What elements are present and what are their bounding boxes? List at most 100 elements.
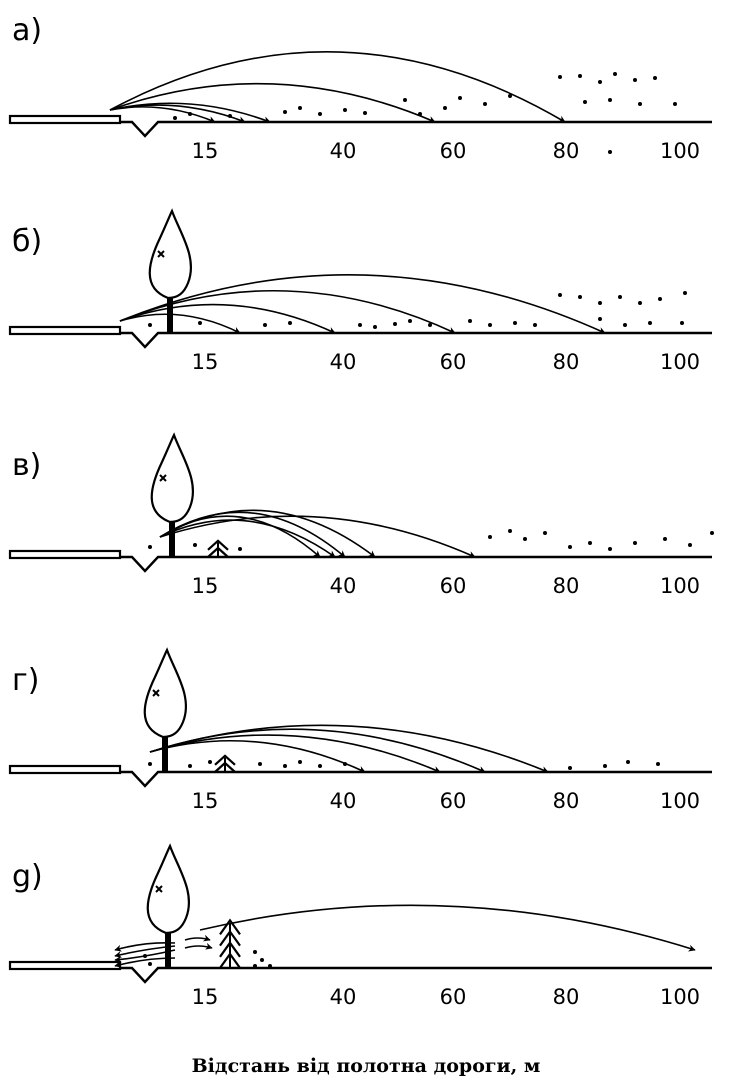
distance-label: 60 [440, 985, 467, 1009]
distance-label: 40 [330, 789, 357, 813]
snow-particle [673, 102, 677, 106]
snow-trajectory [159, 509, 376, 558]
snow-particle [583, 100, 587, 104]
snow-particle [523, 537, 527, 541]
snow-particle [656, 762, 660, 766]
snow-trajectory [149, 724, 549, 773]
distance-label: 80 [553, 789, 580, 813]
panel: g) 15 40 60 80 100 [8, 843, 712, 1009]
snow-particle [658, 297, 662, 301]
snow-trajectory [149, 739, 366, 773]
snow-particle [193, 543, 197, 547]
distance-label: 40 [330, 139, 357, 163]
snow-particle [598, 317, 602, 321]
road [8, 549, 122, 560]
distance-label: 15 [192, 139, 219, 163]
distance-label: 40 [330, 574, 357, 598]
snow-particle [253, 950, 257, 954]
snow-particle [613, 72, 617, 76]
distance-label: 100 [660, 139, 700, 163]
snow-particle [188, 112, 192, 116]
snow-particle [683, 291, 687, 295]
ground [120, 966, 712, 984]
panel-label: g) [12, 859, 43, 894]
snow-particle [258, 762, 262, 766]
panel: г) 15 40 60 80 100 [8, 647, 712, 813]
snow-particle [283, 110, 287, 114]
snow-particle [508, 529, 512, 533]
snow-particle [408, 319, 412, 323]
snow-particle [343, 108, 347, 112]
snow-particle [608, 547, 612, 551]
snow-particle [318, 112, 322, 116]
snow-particle [688, 543, 692, 547]
snow-particle [228, 114, 232, 118]
snow-particle [198, 321, 202, 325]
distance-label: 100 [660, 574, 700, 598]
distance-label: 80 [553, 350, 580, 374]
tree-crown [148, 208, 193, 300]
distance-label: 100 [660, 350, 700, 374]
caption: Відстань від полотна дороги, м [192, 1055, 541, 1077]
distance-label: 15 [192, 350, 219, 374]
distance-label: 60 [440, 789, 467, 813]
ground [120, 331, 712, 349]
snow-particle [260, 958, 264, 962]
snow-particle [533, 323, 537, 327]
snow-particle [648, 321, 652, 325]
road [8, 764, 122, 775]
tree-crown [143, 647, 188, 739]
snow-particle [148, 545, 152, 549]
panel-label: а) [12, 13, 42, 48]
distance-label: 100 [660, 789, 700, 813]
panel: а) 15 40 60 80 100 [8, 13, 712, 163]
panel: в) 15 40 60 80 100 [8, 432, 714, 598]
snow-particle [443, 106, 447, 110]
snow-particle [578, 74, 582, 78]
snow-trajectory [184, 942, 213, 950]
tree-crown [146, 843, 191, 935]
distance-label: 15 [192, 574, 219, 598]
snow-particle [598, 301, 602, 305]
snow-trajectory [159, 519, 336, 558]
snow-particle [298, 760, 302, 764]
tree-mark [155, 885, 163, 893]
snow-particle [608, 150, 612, 154]
snow-trajectory [149, 734, 441, 773]
snow-particle [483, 102, 487, 106]
snow-trajectory [199, 904, 696, 952]
snow-particle [680, 321, 684, 325]
distance-label: 60 [440, 574, 467, 598]
distance-label: 80 [553, 985, 580, 1009]
snow-particle [373, 325, 377, 329]
distance-label: 60 [440, 350, 467, 374]
snow-particle [588, 541, 592, 545]
snow-trajectory [149, 728, 486, 773]
snow-particle [603, 764, 607, 768]
snow-particle [513, 321, 517, 325]
ground [120, 555, 712, 573]
snow-particle [188, 764, 192, 768]
snow-particle [608, 98, 612, 102]
snow-trajectory [109, 82, 436, 123]
snow-particle [403, 98, 407, 102]
snow-particle [638, 102, 642, 106]
snow-particle [283, 764, 287, 768]
snow-particle [568, 545, 572, 549]
ground [120, 770, 712, 788]
tree-mark [159, 474, 167, 482]
snow-particle [626, 760, 630, 764]
snow-particle [173, 116, 177, 120]
tree-trunk [162, 736, 168, 772]
tree-crown [150, 432, 195, 524]
snow-particle [358, 323, 362, 327]
snow-particle [558, 293, 562, 297]
snow-particle [468, 319, 472, 323]
snow-particle [268, 964, 272, 968]
snow-particle [633, 541, 637, 545]
distance-label: 80 [553, 574, 580, 598]
tree-trunk [165, 932, 171, 968]
snow-particle [263, 323, 267, 327]
snow-particle [318, 764, 322, 768]
distance-label: 40 [330, 350, 357, 374]
